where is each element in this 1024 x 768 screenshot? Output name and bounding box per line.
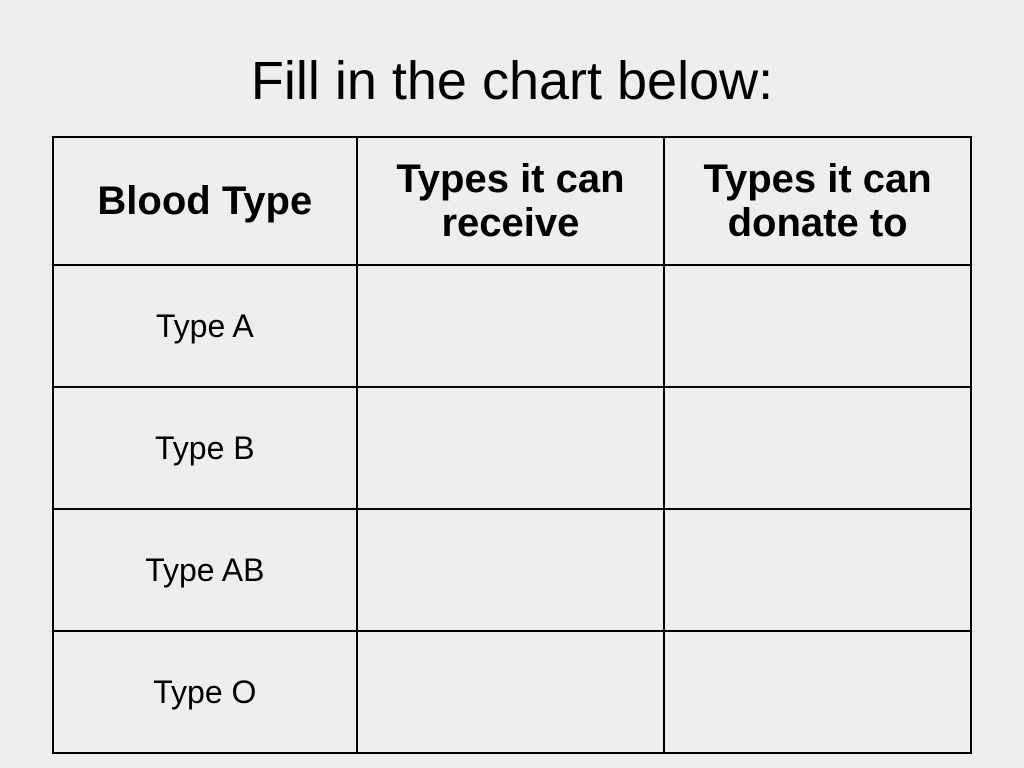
cell-donate[interactable] [664, 265, 971, 387]
cell-donate[interactable] [664, 631, 971, 753]
cell-receive[interactable] [357, 265, 665, 387]
cell-type: Type O [53, 631, 357, 753]
col-header-receive: Types it can receive [357, 137, 665, 265]
cell-receive[interactable] [357, 387, 665, 509]
cell-donate[interactable] [664, 509, 971, 631]
slide: Fill in the chart below: Blood Type Type… [0, 0, 1024, 768]
cell-type: Type AB [53, 509, 357, 631]
table-row: Type O [53, 631, 971, 753]
cell-donate[interactable] [664, 387, 971, 509]
cell-type: Type B [53, 387, 357, 509]
table-row: Type B [53, 387, 971, 509]
page-title: Fill in the chart below: [251, 50, 773, 112]
cell-receive[interactable] [357, 631, 665, 753]
cell-type: Type A [53, 265, 357, 387]
col-header-blood-type: Blood Type [53, 137, 357, 265]
col-header-donate: Types it can donate to [664, 137, 971, 265]
blood-type-table: Blood Type Types it can receive Types it… [52, 136, 972, 754]
cell-receive[interactable] [357, 509, 665, 631]
table-row: Type A [53, 265, 971, 387]
table-row: Type AB [53, 509, 971, 631]
table-header-row: Blood Type Types it can receive Types it… [53, 137, 971, 265]
